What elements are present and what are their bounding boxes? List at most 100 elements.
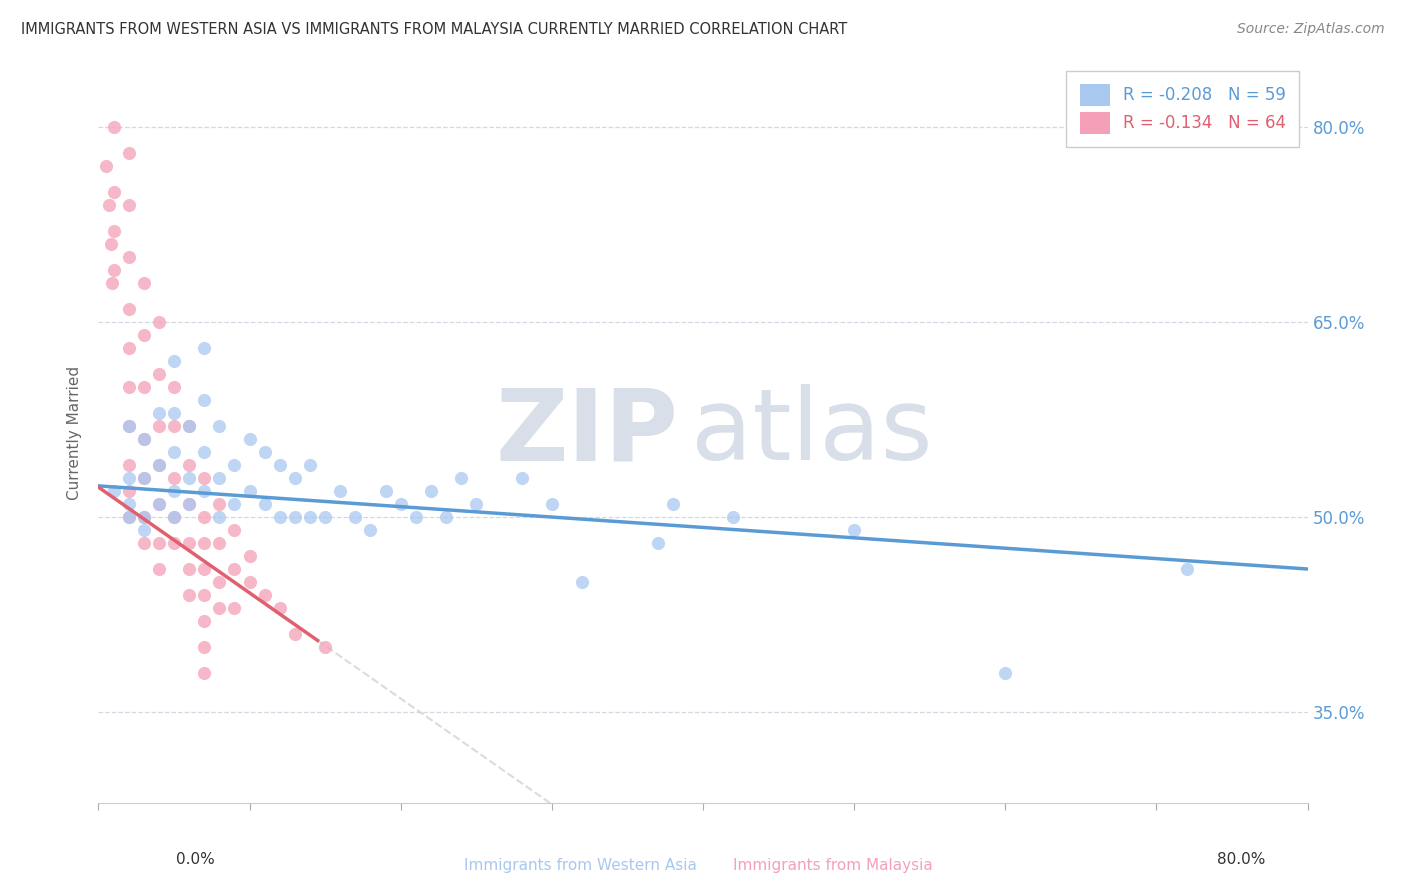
Point bbox=[269, 458, 291, 472]
Point bbox=[132, 432, 155, 446]
Point bbox=[284, 510, 307, 524]
Point bbox=[118, 497, 141, 511]
Point bbox=[239, 549, 262, 563]
Point bbox=[103, 186, 125, 200]
Point bbox=[208, 471, 231, 485]
Text: Immigrants from Malaysia: Immigrants from Malaysia bbox=[733, 858, 934, 873]
Point bbox=[239, 484, 262, 499]
Point bbox=[239, 574, 262, 589]
Point bbox=[118, 250, 141, 264]
Point bbox=[193, 614, 215, 628]
Point bbox=[101, 277, 124, 291]
Point bbox=[118, 419, 141, 434]
Point bbox=[103, 484, 125, 499]
Point bbox=[118, 380, 141, 394]
Point bbox=[163, 536, 186, 550]
Point bbox=[132, 432, 155, 446]
Point bbox=[193, 341, 215, 355]
Point bbox=[148, 315, 170, 329]
Text: ZIP: ZIP bbox=[496, 384, 679, 481]
Point bbox=[163, 406, 186, 420]
Point bbox=[208, 497, 231, 511]
Point bbox=[193, 536, 215, 550]
Point bbox=[148, 497, 170, 511]
Point bbox=[118, 419, 141, 434]
Point bbox=[118, 458, 141, 472]
Point bbox=[299, 510, 322, 524]
Point bbox=[224, 497, 246, 511]
Point bbox=[193, 484, 215, 499]
Point bbox=[208, 574, 231, 589]
Point bbox=[253, 588, 276, 602]
Point bbox=[193, 393, 215, 408]
Point bbox=[723, 510, 745, 524]
Text: Source: ZipAtlas.com: Source: ZipAtlas.com bbox=[1237, 22, 1385, 37]
Point bbox=[118, 198, 141, 212]
Point bbox=[179, 419, 201, 434]
Point bbox=[148, 536, 170, 550]
Point bbox=[103, 263, 125, 277]
Point bbox=[132, 471, 155, 485]
Y-axis label: Currently Married: Currently Married bbox=[67, 366, 83, 500]
Point bbox=[179, 471, 201, 485]
Point bbox=[269, 601, 291, 615]
Point bbox=[179, 458, 201, 472]
Point bbox=[148, 458, 170, 472]
Point bbox=[329, 484, 352, 499]
Text: atlas: atlas bbox=[690, 384, 932, 481]
Point bbox=[179, 536, 201, 550]
Point bbox=[179, 562, 201, 576]
Point bbox=[148, 458, 170, 472]
Point bbox=[224, 458, 246, 472]
Point bbox=[163, 380, 186, 394]
Point bbox=[163, 354, 186, 368]
Point bbox=[132, 380, 155, 394]
Point bbox=[148, 406, 170, 420]
Point bbox=[253, 445, 276, 459]
Point bbox=[208, 419, 231, 434]
Point bbox=[299, 458, 322, 472]
Point bbox=[284, 627, 307, 641]
Text: Immigrants from Western Asia: Immigrants from Western Asia bbox=[464, 858, 696, 873]
Point bbox=[193, 640, 215, 654]
Point bbox=[540, 497, 562, 511]
Point bbox=[344, 510, 367, 524]
Point bbox=[132, 510, 155, 524]
Point bbox=[224, 523, 246, 537]
Point bbox=[193, 562, 215, 576]
Point bbox=[647, 536, 669, 550]
Point bbox=[163, 445, 186, 459]
Point bbox=[94, 159, 117, 173]
Point bbox=[118, 302, 141, 317]
Point bbox=[239, 432, 262, 446]
Point bbox=[163, 484, 186, 499]
Point bbox=[374, 484, 396, 499]
Point bbox=[405, 510, 427, 524]
Point bbox=[179, 497, 201, 511]
Point bbox=[148, 367, 170, 381]
Point bbox=[132, 471, 155, 485]
Point bbox=[314, 510, 336, 524]
Point bbox=[465, 497, 488, 511]
Point bbox=[132, 510, 155, 524]
Point bbox=[132, 536, 155, 550]
Point bbox=[434, 510, 457, 524]
Point bbox=[314, 640, 336, 654]
Point bbox=[132, 277, 155, 291]
Point bbox=[389, 497, 412, 511]
Point bbox=[163, 419, 186, 434]
Point bbox=[193, 588, 215, 602]
Point bbox=[994, 665, 1017, 680]
Point bbox=[253, 497, 276, 511]
Legend: R = -0.208   N = 59, R = -0.134   N = 64: R = -0.208 N = 59, R = -0.134 N = 64 bbox=[1066, 70, 1299, 147]
Point bbox=[179, 497, 201, 511]
Text: 80.0%: 80.0% bbox=[1218, 852, 1265, 867]
Point bbox=[224, 601, 246, 615]
Point bbox=[100, 237, 122, 252]
Point bbox=[118, 510, 141, 524]
Point bbox=[132, 523, 155, 537]
Point bbox=[118, 510, 141, 524]
Point bbox=[510, 471, 533, 485]
Point bbox=[844, 523, 866, 537]
Point bbox=[193, 510, 215, 524]
